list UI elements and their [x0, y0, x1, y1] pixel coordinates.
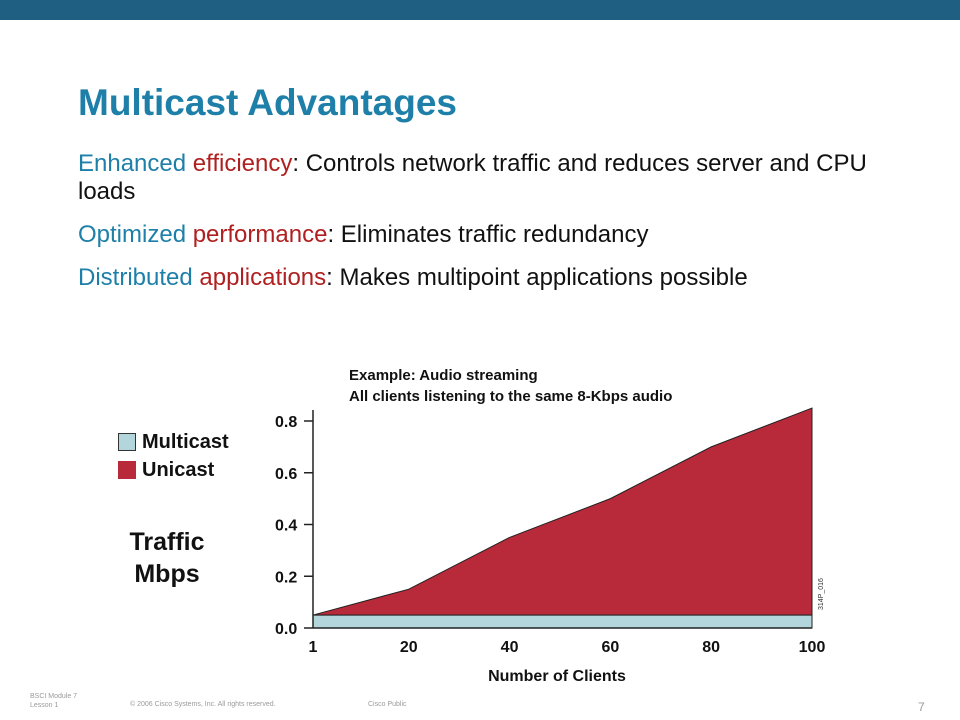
page-number: 7	[918, 700, 925, 714]
y-tick-label: 0.4	[275, 518, 297, 535]
bullet-text: : Makes multipoint applications possible	[326, 264, 748, 291]
bullet-list: Enhanced efficiency: Controls network tr…	[78, 150, 918, 307]
footer-course: BSCI Module 7 Lesson 1	[30, 692, 77, 710]
bullet-keyword: performance	[192, 221, 328, 248]
bullet-item: Optimized performance: Eliminates traffi…	[78, 221, 918, 249]
x-tick-label: 80	[702, 639, 720, 656]
x-tick-label: 1	[309, 639, 318, 656]
legend-label: Unicast	[142, 458, 215, 481]
legend-item-multicast: Multicast	[118, 428, 229, 456]
slide-title: Multicast Advantages	[78, 82, 457, 123]
footer-classification: Cisco Public	[368, 701, 407, 708]
bullet-text: : Controls network traffic and reduces s…	[78, 150, 867, 205]
bullet-keyword: efficiency	[192, 150, 293, 177]
footer-lesson: Lesson 1	[30, 702, 59, 709]
x-tick-label: 100	[799, 639, 826, 656]
top-bar	[0, 0, 960, 20]
y-axis-title: Traffic Mbps	[129, 528, 205, 588]
chart-title-block: Example: Audio streaming All clients lis…	[349, 365, 672, 407]
bullet-item: Distributed applications: Makes multipoi…	[78, 264, 918, 292]
legend-label: Multicast	[142, 430, 229, 453]
chart-legend: Multicast Unicast	[118, 428, 229, 484]
multicast-area	[312, 614, 813, 629]
legend-item-unicast: Unicast	[118, 456, 229, 484]
chart-subtitle: All clients listening to the same 8-Kbps…	[349, 388, 673, 405]
legend-swatch-unicast	[118, 461, 136, 479]
footer-copyright: © 2006 Cisco Systems, Inc. All rights re…	[130, 701, 276, 708]
x-axis-title: Number of Clients	[488, 668, 626, 685]
unicast-area	[312, 407, 813, 616]
x-tick-label: 40	[501, 639, 519, 656]
figure-reference: 314P_016	[818, 578, 825, 610]
chart-title: Example: Audio streaming	[349, 367, 538, 384]
x-tick-label: 60	[601, 639, 619, 656]
y-tick-label: 0.6	[275, 466, 297, 483]
bullet-keyword: applications	[199, 264, 327, 291]
bullet-lead: Enhanced	[78, 150, 193, 177]
y-tick-label: 0.8	[275, 414, 297, 431]
bullet-item: Enhanced efficiency: Controls network tr…	[78, 150, 918, 206]
legend-swatch-multicast	[118, 433, 136, 451]
bullet-lead: Distributed	[78, 264, 200, 291]
x-tick-label: 20	[400, 639, 418, 656]
bullet-text: : Eliminates traffic redundancy	[327, 221, 649, 248]
y-tick-label: 0.0	[275, 621, 297, 638]
footer-module: BSCI Module 7	[30, 693, 78, 700]
y-tick-label: 0.2	[275, 569, 297, 586]
bullet-lead: Optimized	[78, 221, 193, 248]
